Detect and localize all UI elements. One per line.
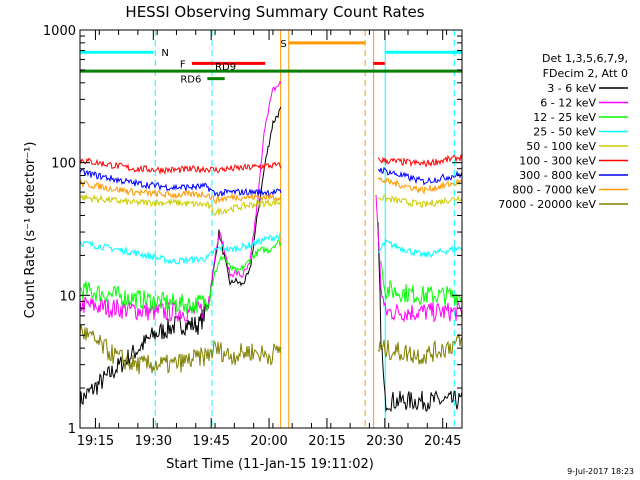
y-tick-label-0: 1 [68,422,76,437]
series-line-4-b [377,194,463,209]
x-tick-label-3: 20:00 [250,434,287,449]
legend-header-2: FDecim 2, Att 0 [543,67,628,80]
plot-frame [79,29,463,429]
x-tick-label-0: 19:15 [77,434,114,449]
series-line-1-a [79,80,282,322]
series-line-4-a [79,194,282,217]
series-line-2-b [380,261,463,306]
legend-label-0: 3 - 6 keV [547,82,596,95]
series-line-5-a [79,157,282,175]
series-line-2-a [79,239,282,315]
legend-label-3: 25 - 50 keV [533,126,596,139]
legend-label-6: 300 - 800 keV [519,169,596,182]
y-tick-label-1: 10 [59,289,76,304]
y-axis-label: Count Rate (s⁻¹ detector⁻¹) [23,142,38,319]
x-tick-label-2: 19:45 [192,434,229,449]
legend-header-1: Det 1,3,5,6,7,9, [542,52,628,65]
legend-label-8: 7000 - 20000 keV [498,198,596,211]
legend: Det 1,3,5,6,7,9, FDecim 2, Att 0 3 - 6 keV… [498,52,628,211]
flag-label-2: F [180,59,186,70]
legend-label-7: 800 - 7000 keV [512,184,596,197]
series-line-5-b [377,154,463,168]
series-line-7-a [79,178,282,205]
series-line-7-b [377,176,463,195]
flag-label-1: S [280,39,286,50]
series-line-0-a [79,106,282,412]
series-line-8-a [79,324,282,375]
x-tick-label-5: 20:30 [366,434,403,449]
footer-date: 9-Jul-2017 18:23 [567,467,634,476]
series-line-3-a [79,232,282,266]
legend-label-1: 6 - 12 keV [540,97,596,110]
plot-area: N S F RD9 RD6 1 10 100 1000 19:15 19:30 19:45 20:00 2… [43,24,463,449]
x-tick-label-1: 19:30 [135,434,172,449]
y-tick-label-2: 100 [51,157,76,172]
series-line-6-a [79,168,282,199]
y-tick-label-3: 1000 [43,24,76,39]
series-line-0-b [377,222,463,413]
series-line-6-b [377,166,463,186]
series-line-1-b [375,194,463,323]
series-line-8-b [377,333,463,365]
flag-label-4: RD6 [180,75,201,86]
legend-label-5: 100 - 300 keV [519,155,596,168]
legend-label-4: 50 - 100 keV [526,140,596,153]
flag-label-3: RD9 [215,62,236,73]
x-tick-label-4: 20:15 [308,434,345,449]
x-axis-label: Start Time (11-Jan-15 19:11:02) [166,457,374,472]
chart-title: HESSI Observing Summary Count Rates [125,3,424,21]
series-line-3-b [377,238,463,259]
legend-label-2: 12 - 25 keV [533,111,596,124]
x-tick-label-6: 20:45 [424,434,461,449]
flag-label-0: N [161,48,168,59]
